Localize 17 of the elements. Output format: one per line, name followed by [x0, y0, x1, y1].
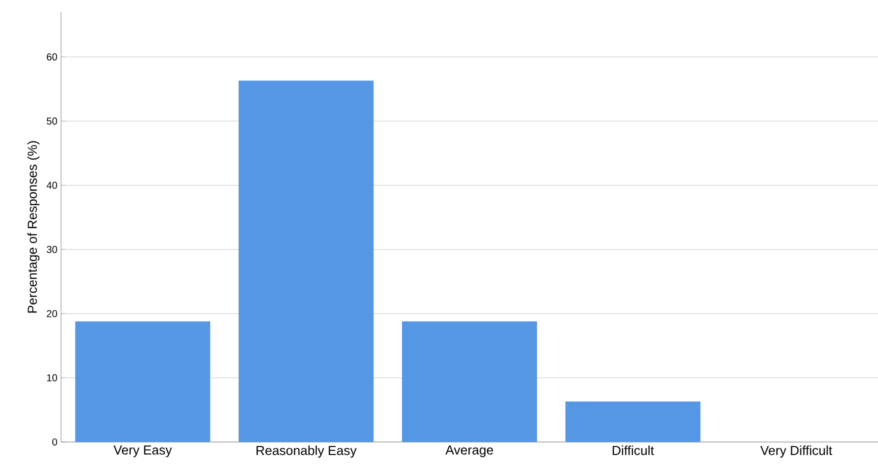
y-tick-label: 40: [46, 182, 58, 189]
y-tick-label: 50: [46, 118, 58, 125]
y-tick-label: 30: [46, 246, 58, 253]
bar: [238, 80, 374, 442]
y-axis-title: Percentage of Responses (%): [27, 141, 40, 313]
x-tick-label: Very Easy: [114, 446, 172, 458]
y-tick-label: 10: [47, 374, 58, 382]
bar: [565, 402, 700, 442]
y-tick-label: 0: [52, 438, 58, 446]
y-tick-label: 60: [46, 53, 58, 60]
bar: [402, 321, 537, 442]
x-tick-label: Difficult: [612, 446, 654, 456]
x-tick-label: Very Difficult: [760, 446, 832, 458]
bar: [75, 321, 210, 442]
x-tick-label: Reasonably Easy: [256, 446, 357, 458]
x-tick-label: Average: [445, 446, 494, 458]
y-tick-label: 20: [46, 310, 58, 318]
